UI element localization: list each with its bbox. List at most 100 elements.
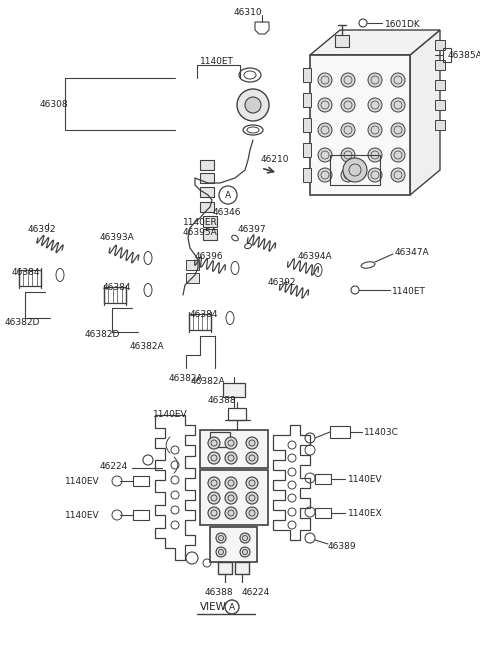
Circle shape <box>208 452 220 464</box>
Polygon shape <box>310 30 440 55</box>
Text: 1140EV: 1140EV <box>65 511 100 520</box>
Bar <box>303 143 311 157</box>
Circle shape <box>246 507 258 519</box>
Text: 46393A: 46393A <box>100 233 135 242</box>
Bar <box>435 80 445 90</box>
Circle shape <box>246 437 258 449</box>
Bar <box>303 93 311 107</box>
Text: 1140EV: 1140EV <box>65 477 100 486</box>
Circle shape <box>341 168 355 182</box>
Bar <box>303 68 311 82</box>
Text: 46394A: 46394A <box>298 252 333 261</box>
Circle shape <box>368 148 382 162</box>
Circle shape <box>368 168 382 182</box>
Bar <box>310 55 410 195</box>
Bar <box>200 470 268 525</box>
Text: A: A <box>229 603 235 612</box>
Circle shape <box>318 148 332 162</box>
Text: 46382A: 46382A <box>130 342 165 351</box>
Circle shape <box>216 547 226 557</box>
Circle shape <box>318 168 332 182</box>
Bar <box>19 270 41 286</box>
Circle shape <box>246 477 258 489</box>
Bar <box>315 474 331 484</box>
Polygon shape <box>410 30 440 195</box>
Circle shape <box>368 98 382 112</box>
Text: 46389: 46389 <box>328 542 357 551</box>
Bar <box>210 432 230 447</box>
Bar <box>218 562 232 574</box>
Text: 46396: 46396 <box>195 252 224 261</box>
Text: 1140EX: 1140EX <box>348 509 383 518</box>
Text: 46382A: 46382A <box>191 377 225 386</box>
Circle shape <box>240 533 250 543</box>
Bar <box>303 168 311 182</box>
Text: 46385A: 46385A <box>448 51 480 60</box>
Circle shape <box>225 492 237 504</box>
Text: 46384: 46384 <box>12 268 40 277</box>
Bar <box>133 476 149 486</box>
Text: 46346: 46346 <box>213 208 241 217</box>
Text: 11403C: 11403C <box>364 428 399 437</box>
Text: 1140EV: 1140EV <box>153 410 188 419</box>
Bar <box>186 273 199 283</box>
Bar <box>443 48 451 62</box>
Circle shape <box>391 98 405 112</box>
Bar <box>235 562 249 574</box>
Circle shape <box>391 148 405 162</box>
Bar <box>200 202 214 212</box>
Bar <box>203 229 217 240</box>
Text: 46224: 46224 <box>100 462 128 471</box>
Text: 46210: 46210 <box>261 155 289 164</box>
Text: 46382D: 46382D <box>85 330 120 339</box>
Circle shape <box>341 123 355 137</box>
Bar <box>200 430 268 468</box>
Bar <box>210 527 257 562</box>
Circle shape <box>368 73 382 87</box>
Text: 46224: 46224 <box>242 588 270 597</box>
Bar <box>203 216 217 227</box>
Text: 46382A: 46382A <box>168 374 204 383</box>
Bar <box>200 173 214 183</box>
Text: VIEW: VIEW <box>200 602 227 612</box>
Circle shape <box>318 98 332 112</box>
Bar <box>330 155 380 185</box>
Text: 46388: 46388 <box>208 396 236 405</box>
Circle shape <box>341 98 355 112</box>
Circle shape <box>391 123 405 137</box>
Text: 46395A: 46395A <box>183 228 218 237</box>
Text: 46388: 46388 <box>205 588 234 597</box>
Text: 46384: 46384 <box>103 283 132 292</box>
Circle shape <box>391 73 405 87</box>
Text: A: A <box>225 191 231 200</box>
Bar <box>315 508 331 518</box>
Circle shape <box>225 437 237 449</box>
Bar <box>335 35 349 47</box>
Text: 46382D: 46382D <box>5 318 40 327</box>
Circle shape <box>343 158 367 182</box>
Bar <box>303 118 311 132</box>
Bar <box>435 60 445 70</box>
Text: 46397: 46397 <box>238 225 266 234</box>
Circle shape <box>368 123 382 137</box>
Text: 46384: 46384 <box>190 310 218 319</box>
Circle shape <box>208 437 220 449</box>
Circle shape <box>237 89 269 121</box>
Circle shape <box>318 73 332 87</box>
Bar <box>435 100 445 110</box>
Bar <box>435 40 445 50</box>
Circle shape <box>341 148 355 162</box>
Bar <box>228 408 246 420</box>
Text: 46308: 46308 <box>40 100 69 109</box>
Text: 1140ET: 1140ET <box>392 287 426 296</box>
Circle shape <box>318 123 332 137</box>
Circle shape <box>216 533 226 543</box>
Circle shape <box>225 507 237 519</box>
Circle shape <box>245 97 261 113</box>
Bar <box>223 383 245 397</box>
Bar <box>330 426 350 438</box>
Circle shape <box>391 168 405 182</box>
Bar <box>104 287 126 303</box>
Circle shape <box>225 452 237 464</box>
Bar <box>200 187 214 197</box>
